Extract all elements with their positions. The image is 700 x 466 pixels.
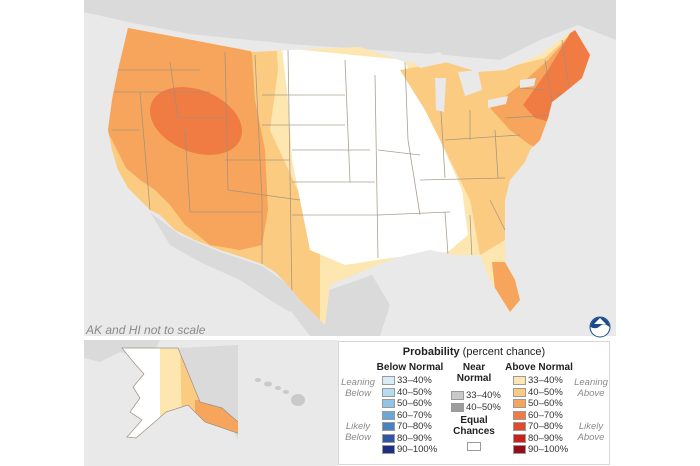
hawaii-inset	[238, 340, 338, 466]
equal-chances-swatch	[467, 442, 481, 451]
mexico-land	[290, 275, 390, 336]
above-normal-swatch	[513, 445, 526, 454]
below-normal-swatch	[382, 422, 395, 431]
below-normal-swatch	[382, 410, 395, 420]
legend: Probability (percent chance) Below Norma…	[338, 341, 610, 465]
below-normal-heading: Below Normal	[376, 362, 444, 373]
below-normal-label: 33–40%	[397, 375, 432, 386]
above-normal-swatch	[513, 387, 526, 397]
below-normal-label: 40–50%	[397, 386, 432, 398]
near-normal-swatch	[451, 391, 464, 400]
above-normal-label: 33–40%	[528, 375, 563, 386]
below-normal-swatch	[382, 376, 395, 385]
above-normal-swatch	[513, 433, 526, 443]
scale-note: AK and HI not to scale	[86, 323, 206, 337]
below-normal-swatch	[382, 433, 395, 443]
below-normal-swatch	[382, 399, 395, 408]
above-normal-label: 60–70%	[528, 409, 563, 421]
above-normal-label: 80–90%	[528, 432, 563, 444]
above-normal-label: 50–60%	[528, 398, 563, 409]
above-normal-swatch	[513, 399, 526, 408]
below-normal-label: 60–70%	[397, 409, 432, 421]
above-normal-heading: Above Normal	[505, 362, 573, 373]
below-normal-swatch	[382, 445, 395, 454]
below-normal-label: 50–60%	[397, 398, 432, 409]
likely-below-label: Likely Below	[345, 421, 371, 443]
near-normal-swatch	[451, 402, 464, 412]
above-normal-label: 40–50%	[528, 386, 563, 398]
noaa-logo-icon	[589, 316, 611, 338]
above-normal-swatch	[513, 422, 526, 431]
equal-chances-heading: Equal Chances	[453, 415, 495, 437]
canada-land	[84, 0, 616, 60]
near-normal-label: 33–40%	[466, 390, 501, 401]
above-normal-swatch	[513, 376, 526, 385]
below-normal-label: 80–90%	[397, 432, 432, 444]
leaning-above-label: Leaning Above	[574, 377, 608, 399]
near-normal-label: 40–50%	[466, 401, 501, 413]
leaning-below-label: Leaning Below	[341, 377, 375, 399]
below-normal-label: 70–80%	[397, 421, 432, 432]
near-normal-heading: Near Normal	[456, 362, 492, 384]
mexico-land-west	[150, 212, 300, 312]
above-normal-label: 90–100%	[528, 444, 569, 455]
below-normal-label: 90–100%	[397, 444, 438, 455]
legend-title: Probability (percent chance)	[402, 346, 546, 358]
likely-above-label: Likely Above	[577, 421, 605, 443]
great-lakes	[408, 52, 536, 112]
hawaii-islands	[255, 378, 305, 406]
above-normal-swatch	[513, 410, 526, 420]
above-normal-label: 70–80%	[528, 421, 563, 432]
below-normal-swatch	[382, 387, 395, 397]
